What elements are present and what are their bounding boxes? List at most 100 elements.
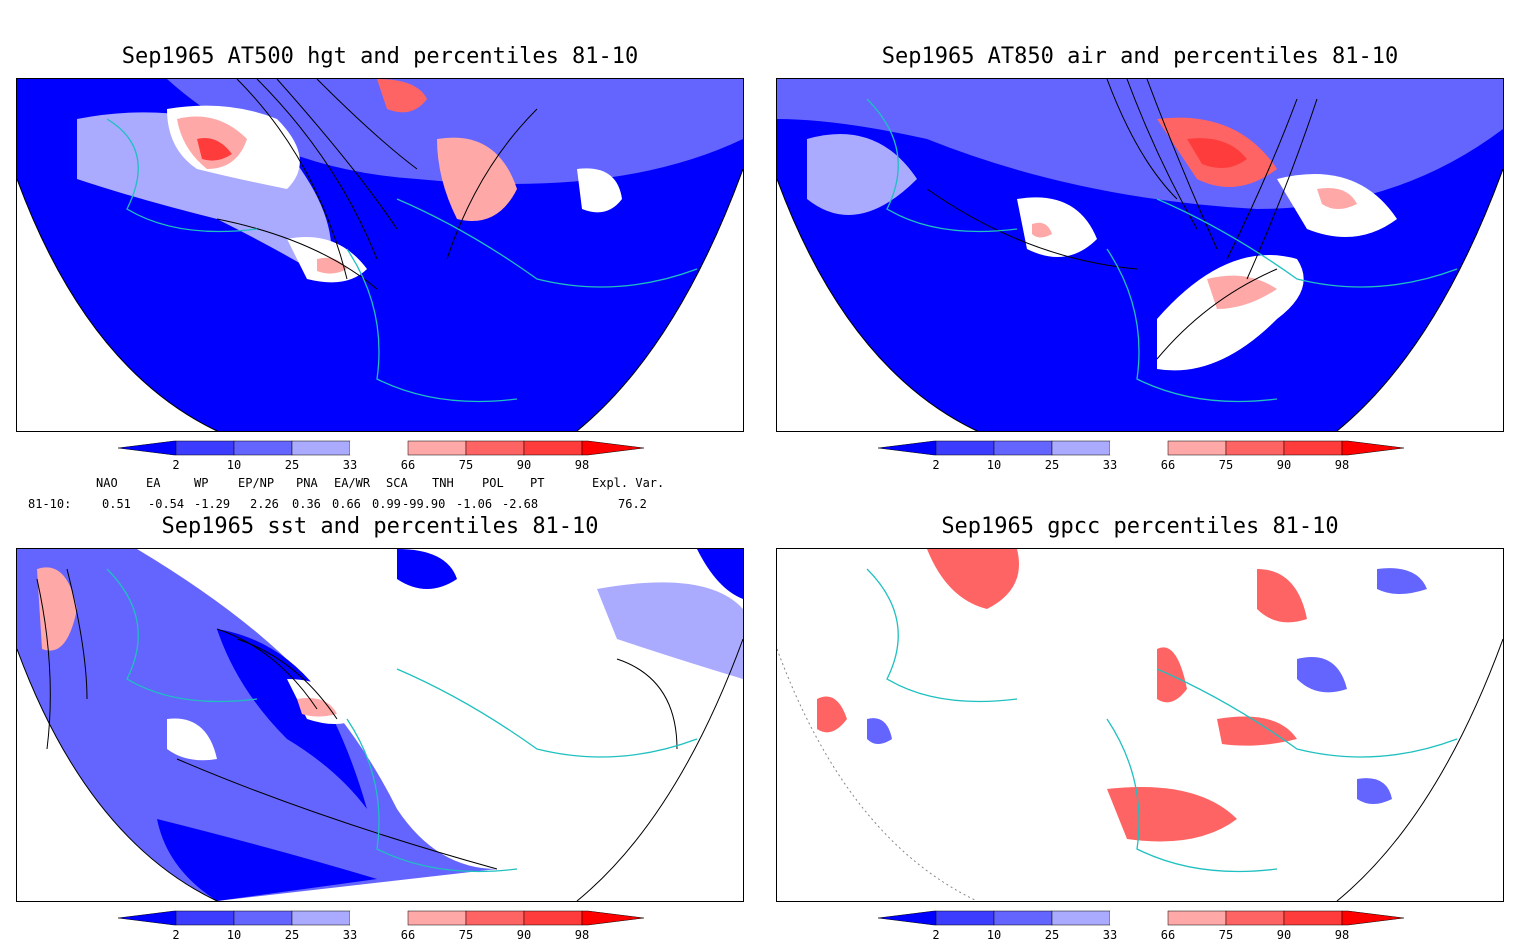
colorbar-tick-label: 33 xyxy=(1102,458,1118,472)
colorbar-swatch xyxy=(1225,440,1285,456)
colorbar-tick-label: 98 xyxy=(574,928,590,942)
colorbar-swatch xyxy=(1341,910,1405,926)
colorbar-tick-label: 25 xyxy=(284,458,300,472)
colorbar-swatch xyxy=(465,910,525,926)
colorbar-tick-label: 90 xyxy=(516,928,532,942)
colorbar-swatch xyxy=(175,440,235,456)
colorbar-tick-label: 66 xyxy=(400,458,416,472)
colorbar-tick-label: 75 xyxy=(1218,928,1234,942)
colorbar-swatch xyxy=(1341,440,1405,456)
colorbar-swatch xyxy=(175,910,235,926)
colorbar-swatch xyxy=(935,440,995,456)
colorbar-tick-label: 75 xyxy=(1218,458,1234,472)
colorbar-swatch xyxy=(117,440,177,456)
colorbar-swatch xyxy=(523,910,583,926)
colorbar-air: 2 10 25 33 66 75 90 98 xyxy=(877,440,1405,482)
map-gpcc xyxy=(776,548,1504,902)
colorbar-tick-label: 25 xyxy=(1044,458,1060,472)
index-value: -99.90 xyxy=(402,497,446,511)
colorbar-swatch xyxy=(233,910,293,926)
index-value: 0.66 xyxy=(332,497,361,511)
colorbar-tick-label: 33 xyxy=(342,928,358,942)
colorbar-tick-label: 66 xyxy=(400,928,416,942)
colorbar-tick-label: 98 xyxy=(1334,458,1350,472)
colorbar-swatch xyxy=(935,910,995,926)
colorbar-swatch xyxy=(1051,910,1111,926)
index-name: EA/WR xyxy=(334,476,371,490)
panel-title-hgt: Sep1965 AT500 hgt and percentiles 81-10 xyxy=(121,44,639,69)
colorbar-tick-label: 66 xyxy=(1160,458,1176,472)
colorbar-swatch xyxy=(117,910,177,926)
colorbar-tick-label: 90 xyxy=(1276,928,1292,942)
colorbar-swatch xyxy=(1167,440,1227,456)
colorbar-tick-label: 2 xyxy=(172,458,180,472)
panel-title-sst: Sep1965 sst and percentiles 81-10 xyxy=(161,514,599,539)
colorbar-swatch xyxy=(407,440,467,456)
colorbar-tick-label: 33 xyxy=(342,458,358,472)
index-row-label: 81-10: xyxy=(28,497,72,511)
map-air xyxy=(776,78,1504,432)
panel-title-air: Sep1965 AT850 air and percentiles 81-10 xyxy=(881,44,1399,69)
colorbar-swatch xyxy=(993,440,1053,456)
colorbar-swatch xyxy=(1110,911,1168,925)
colorbar-swatch xyxy=(993,910,1053,926)
colorbar-swatch xyxy=(1167,910,1227,926)
index-value: 76.2 xyxy=(618,497,647,511)
colorbar-swatch xyxy=(581,440,645,456)
index-value: -1.06 xyxy=(456,497,493,511)
index-name: NAO xyxy=(96,476,118,490)
colorbar-swatch xyxy=(1225,910,1285,926)
index-name: Expl. Var. xyxy=(592,476,665,490)
colorbar-sst: 2 10 25 33 66 75 90 98 xyxy=(117,910,645,952)
index-value: 0.36 xyxy=(292,497,321,511)
colorbar-tick-label: 25 xyxy=(284,928,300,942)
panel-title-gpcc: Sep1965 gpcc percentiles 81-10 xyxy=(941,514,1339,539)
index-value: -1.29 xyxy=(194,497,231,511)
colorbar-tick-label: 75 xyxy=(458,928,474,942)
colorbar-tick-label: 2 xyxy=(172,928,180,942)
index-name: EA xyxy=(146,476,161,490)
index-name: WP xyxy=(194,476,209,490)
colorbar-gpcc: 2 10 25 33 66 75 90 98 xyxy=(877,910,1405,952)
colorbar-tick-label: 25 xyxy=(1044,928,1060,942)
colorbar-swatch xyxy=(350,911,408,925)
colorbar-swatch xyxy=(877,440,937,456)
colorbar-tick-label: 2 xyxy=(932,928,940,942)
colorbar-swatch xyxy=(1110,441,1168,455)
colorbar-swatch xyxy=(1051,440,1111,456)
map-hgt xyxy=(16,78,744,432)
index-name: SCA xyxy=(386,476,408,490)
index-value: 0.99 xyxy=(372,497,401,511)
colorbar-swatch xyxy=(291,440,351,456)
index-name: EP/NP xyxy=(238,476,275,490)
colorbar-swatch xyxy=(1283,910,1343,926)
colorbar-tick-label: 10 xyxy=(986,458,1002,472)
colorbar-tick-label: 10 xyxy=(226,928,242,942)
index-name: PNA xyxy=(296,476,318,490)
colorbar-tick-label: 98 xyxy=(1334,928,1350,942)
colorbar-swatch xyxy=(233,440,293,456)
map-sst xyxy=(16,548,744,902)
colorbar-tick-label: 10 xyxy=(986,928,1002,942)
colorbar-swatch xyxy=(523,440,583,456)
index-name: PT xyxy=(530,476,545,490)
index-value: -2.68 xyxy=(502,497,539,511)
colorbar-tick-label: 90 xyxy=(1276,458,1292,472)
colorbar-tick-label: 98 xyxy=(574,458,590,472)
index-value: -0.54 xyxy=(148,497,185,511)
index-name: POL xyxy=(482,476,504,490)
colorbar-tick-label: 66 xyxy=(1160,928,1176,942)
colorbar-swatch xyxy=(291,910,351,926)
colorbar-swatch xyxy=(877,910,937,926)
colorbar-tick-label: 10 xyxy=(226,458,242,472)
colorbar-tick-label: 90 xyxy=(516,458,532,472)
colorbar-tick-label: 2 xyxy=(932,458,940,472)
index-value: 2.26 xyxy=(250,497,279,511)
colorbar-swatch xyxy=(465,440,525,456)
colorbar-swatch xyxy=(407,910,467,926)
colorbar-tick-label: 33 xyxy=(1102,928,1118,942)
index-name: TNH xyxy=(432,476,454,490)
colorbar-hgt: 2 10 25 33 66 75 90 98 xyxy=(117,440,645,482)
colorbar-swatch xyxy=(350,441,408,455)
colorbar-swatch xyxy=(581,910,645,926)
